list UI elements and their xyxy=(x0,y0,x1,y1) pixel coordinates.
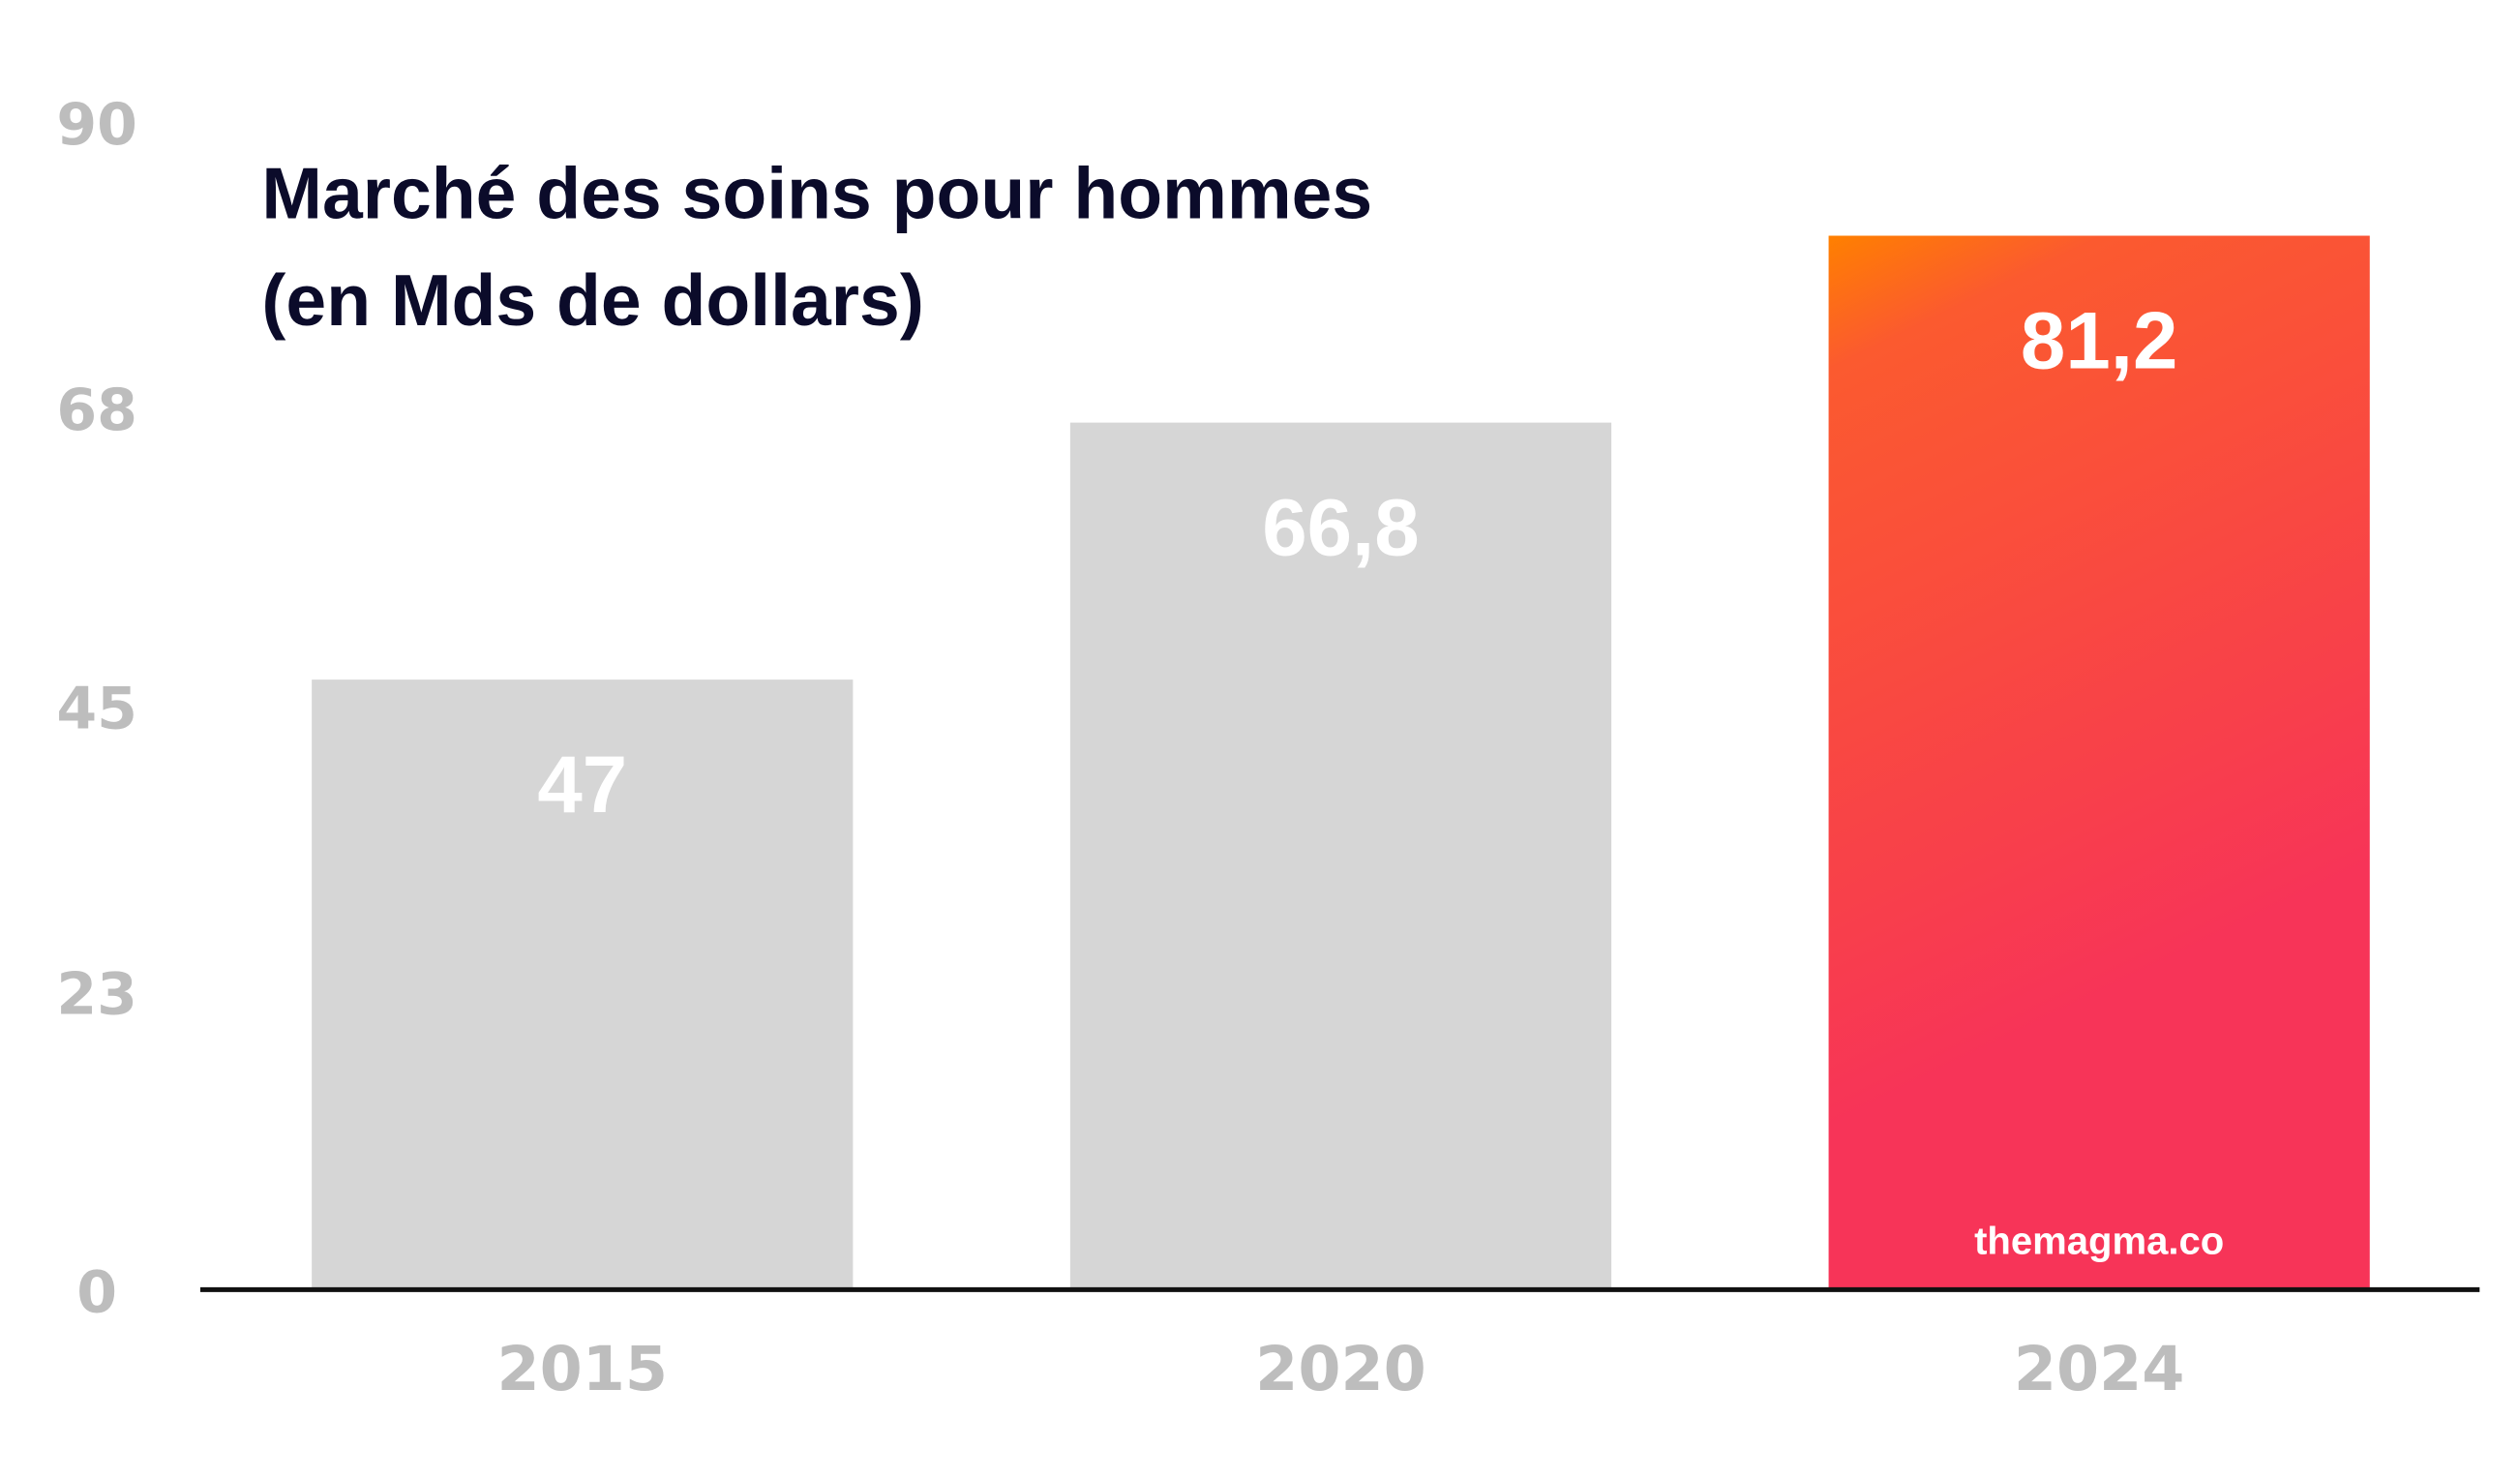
chart-title-line-1: Marché des soins pour hommes xyxy=(261,153,1372,234)
bar-2015 xyxy=(312,679,854,1290)
bar-2020 xyxy=(1069,422,1612,1290)
x-axis-ticks: 2015 2020 2024 xyxy=(496,1333,2184,1404)
y-tick-label: 0 xyxy=(76,1259,117,1327)
value-label: 66,8 xyxy=(1262,481,1419,572)
chart-title-line-2: (en Mds de dollars) xyxy=(261,259,923,341)
y-axis-ticks: 0 23 45 68 90 xyxy=(56,91,137,1327)
x-tick-label: 2024 xyxy=(2014,1333,2185,1404)
x-tick-label: 2020 xyxy=(1255,1333,1426,1404)
value-label: 47 xyxy=(537,739,627,830)
bars: 47 66,8 81,2 themagma.co xyxy=(312,235,2370,1290)
y-tick-label: 68 xyxy=(56,377,137,444)
bar-2024 xyxy=(1828,235,2370,1290)
x-tick-label: 2015 xyxy=(496,1333,668,1404)
y-tick-label: 23 xyxy=(56,960,137,1028)
watermark: themagma.co xyxy=(1974,1221,2224,1263)
value-label: 81,2 xyxy=(2021,294,2177,385)
y-tick-label: 45 xyxy=(56,675,137,742)
y-tick-label: 90 xyxy=(56,91,137,159)
